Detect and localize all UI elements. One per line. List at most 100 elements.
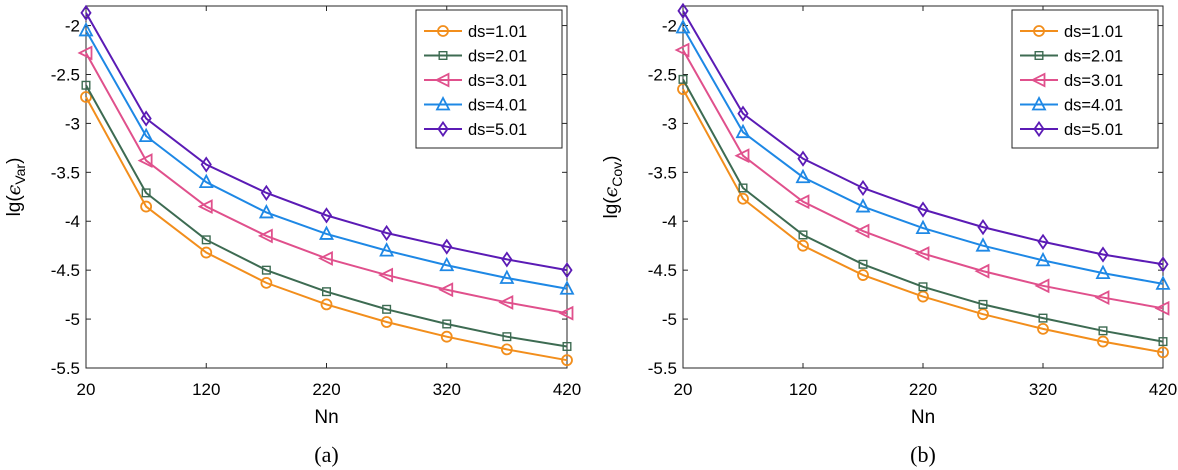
chart-b-data-point [674,42,690,58]
chart-b-legend-label: ds=4.01 [1064,97,1123,115]
chart-b-series-line [682,10,1164,266]
chart-a-data-point [78,22,94,37]
chart-b-legend-marker [1030,72,1046,88]
chart-b-ytick-label: -3.5 [648,163,677,182]
chart-a-ylabel-sub: Var [12,164,28,185]
chart-b-series-ds=1.01 [677,83,1169,359]
chart-a-legend: ds=1.01 ds=2.01 ds=3.01 ds=4.01 ds=5.01 [415,9,563,149]
chart-b-legend-label: ds=3.01 [1064,72,1123,90]
chart-a-legend-marker [437,120,449,138]
chart-b-series-line [682,49,1164,310]
chart-b-data-point [738,183,748,193]
chart-b-ylabel-sub: Cov [609,162,625,187]
chart-a-data-point [382,304,392,314]
chart-b-data-point [678,74,688,84]
chart-a-data-point [440,330,453,343]
chart-a-data-point [80,4,92,21]
chart-b-ylabel-suffix: ) [601,155,622,161]
chart-a-series-ds=4.01 [78,22,575,295]
chart-a-series-ds=2.01 [81,80,572,351]
chart-a-ylabel-suffix: ) [4,158,25,164]
chart-a-data-point [441,238,453,255]
chart-a-data-point [320,298,333,311]
chart-a-series-ds=3.01 [77,45,574,321]
chart-a-data-point [81,80,91,90]
chart-b-caption: (b) [910,442,936,467]
chart-a-xtick-label: 20 [77,380,96,399]
chart-b-data-point [855,198,871,213]
chart-b-ytick-label: -3 [662,114,677,133]
chart-a-data-point [442,319,452,329]
chart-b-data-point [737,192,749,205]
chart-b-ytick-label: -4.5 [648,261,677,280]
chart-a-data-point [498,294,514,310]
chart-a-data-point [200,156,212,173]
chart-a-data-point [201,235,211,245]
chart-a-data-point [322,287,332,297]
chart-a-data-point [198,173,214,189]
chart-a-data-point [501,251,513,268]
chart-b-data-point [857,269,869,281]
chart-b-legend-label: ds=2.01 [1064,48,1123,66]
chart-a-legend-label: ds=4.01 [468,97,527,115]
chart-b: 20 120 220 320 420 -2 -2.5 -3 -3.5 -4 -4.5 -5 -5.5 Nn… [600,2,1177,467]
chart-a-legend-marker [437,25,449,37]
chart-a-legend-marker [438,51,448,61]
chart-b-data-point [1037,322,1049,335]
chart-b-ytick-label: -5.5 [648,359,677,378]
chart-b-data-point [794,194,810,210]
chart-b-data-point [915,219,931,234]
chart-a-data-point [558,305,574,321]
chart-b-series-line [682,88,1164,354]
chart-b-ylabel: lg(ϵCov) [600,155,625,218]
chart-a-ytick-label: -2 [65,17,80,36]
chart-b-xlabel: Nn [911,407,935,428]
chart-b-ytick-label: -4 [662,212,677,231]
chart-b-data-point [734,148,750,164]
chart-b-data-point [974,263,990,279]
chart-b-data-point [1034,278,1050,294]
chart-b-data-point [795,168,811,184]
chart-b-data-point [1037,233,1049,250]
chart-b-data-point [858,259,868,269]
chart-b-data-point [1035,251,1051,267]
chart-a-xtick-label: 320 [433,380,461,399]
chart-b-data-point [914,246,930,261]
chart-b-data-point [797,239,809,252]
chart-a-data-point [559,280,575,295]
chart-b-xtick-label: 420 [1149,380,1177,399]
chart-b-data-point [1157,346,1169,359]
chart-b-series-ds=2.01 [678,74,1168,347]
chart-a-series-ds=1.01 [80,91,573,367]
chart-b-legend-marker [1034,51,1044,61]
chart-a-series-line [85,12,568,272]
chart-b-data-point [854,223,870,239]
chart-b-legend-marker [1031,96,1047,111]
chart-b-data-point [1094,290,1110,306]
chart-a-caption: (a) [314,442,338,467]
chart-b-ytick-label: -2 [662,17,677,36]
chart-a-data-point [140,200,153,213]
chart-a-series-line [85,29,568,290]
chart-b-legend-label: ds=1.01 [1064,23,1123,41]
chart-b-data-point [977,219,989,236]
chart-b-data-point [797,150,809,167]
chart-a-data-point [500,343,513,356]
chart-b-data-point [978,299,988,309]
chart-b-data-point [675,19,691,34]
chart-b-series-line [682,27,1164,285]
chart-a-data-point [141,188,151,198]
chart-a-data-point [319,225,334,240]
chart-b-series-ds=3.01 [674,42,1170,316]
chart-a-data-point [261,265,271,275]
chart-b-data-point [857,179,869,197]
chart-a-data-point [379,242,395,257]
chart-b-data-point [1098,326,1108,336]
chart-b-data-point [975,237,991,252]
chart-b-legend-label: ds=5.01 [1064,121,1123,139]
chart-a: 20 120 220 320 420 -2 -2.5 -3 -3.5 -4 -4.5 -5 -5.5 Nn… [3,4,581,467]
chart-a-data-point [380,316,393,328]
chart-b-data-point [917,201,929,218]
chart-b-ytick-label: -5 [662,310,677,329]
